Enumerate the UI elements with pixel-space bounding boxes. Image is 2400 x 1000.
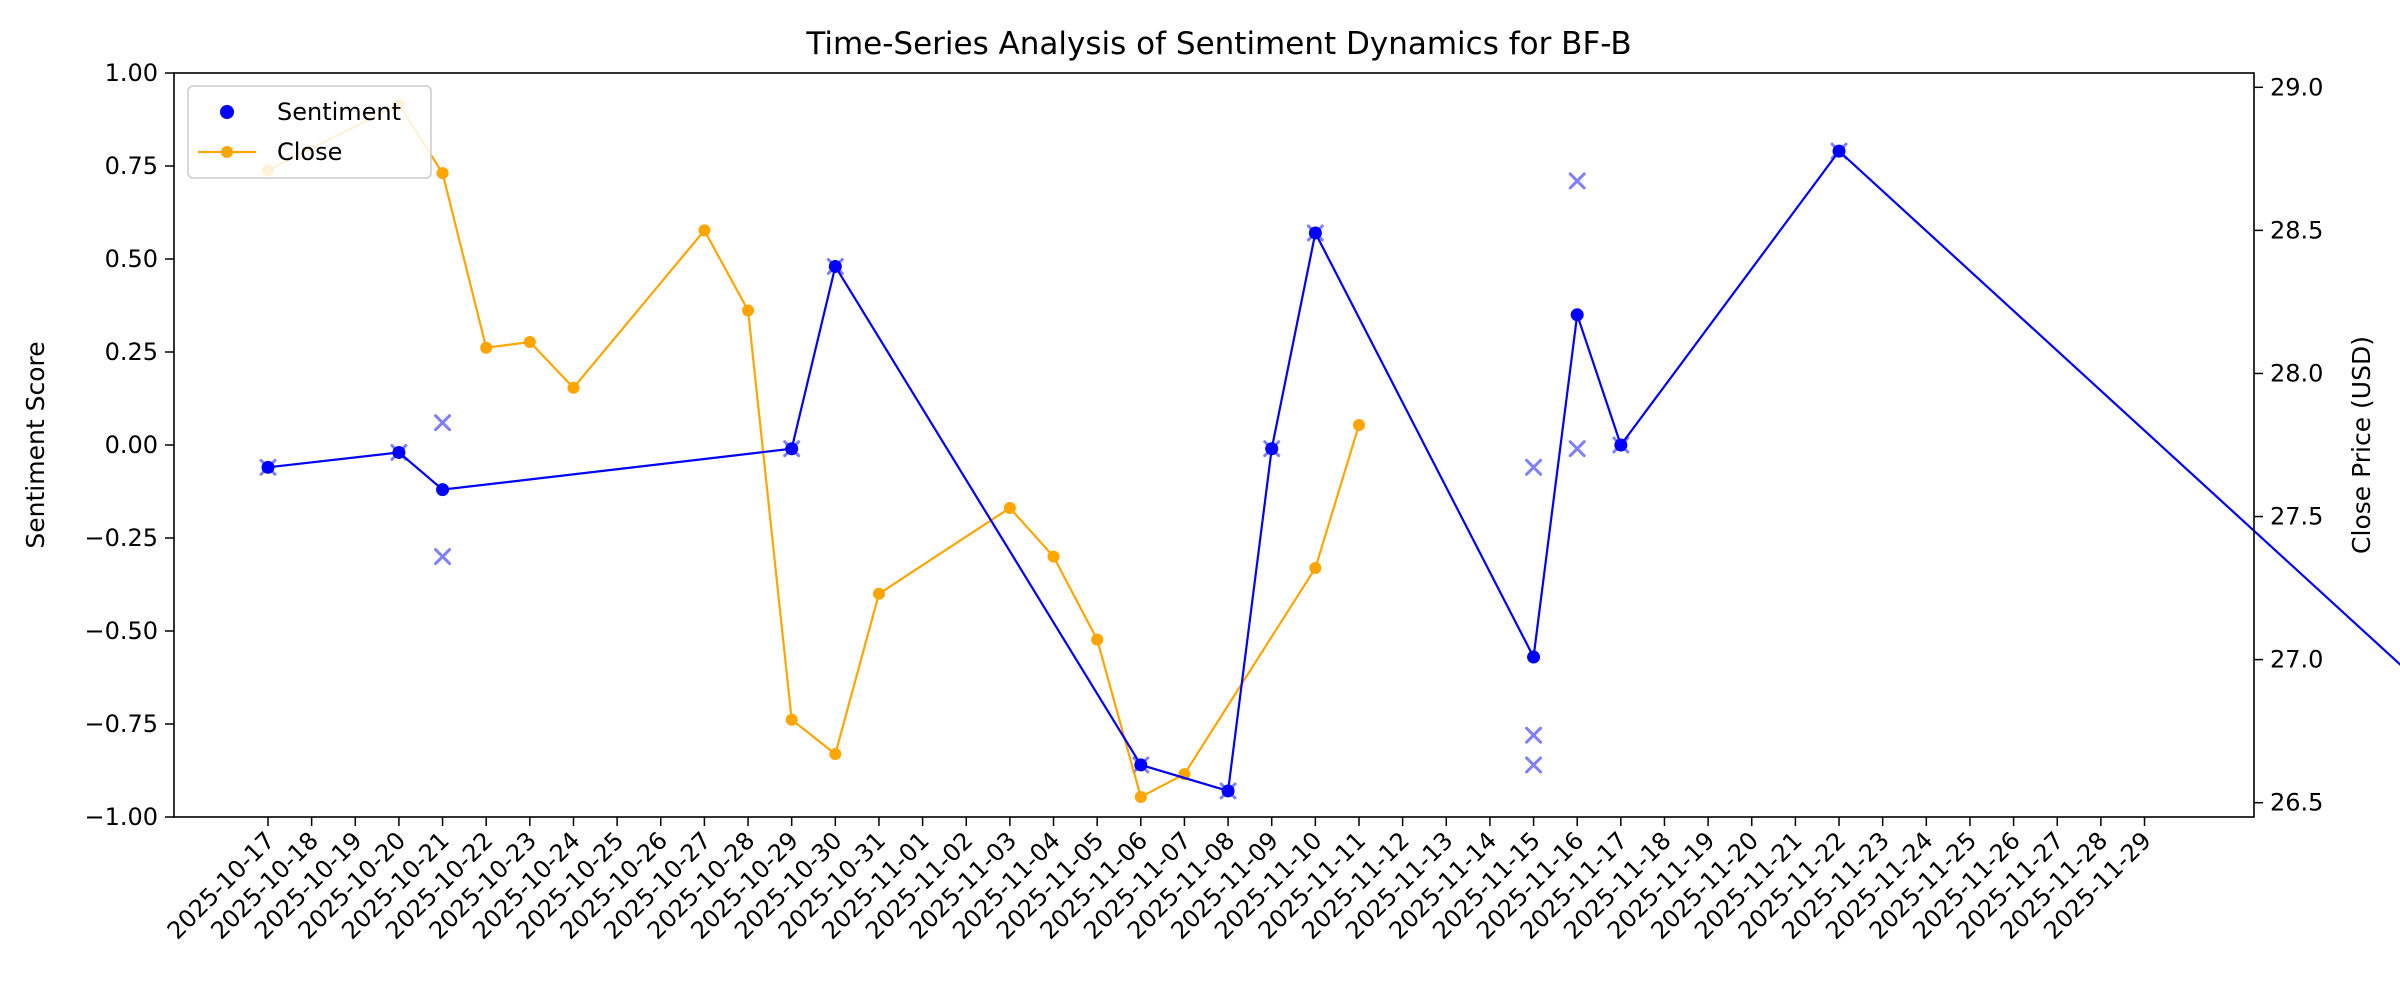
close-point xyxy=(436,167,449,180)
sentiment-point xyxy=(436,483,450,497)
y-right-tick-label: 29.0 xyxy=(2270,73,2323,101)
close-point xyxy=(1091,633,1104,646)
close-point xyxy=(872,587,885,600)
sentiment-point xyxy=(1308,226,1322,240)
sentiment-point xyxy=(785,442,799,456)
legend-box xyxy=(187,85,432,179)
y-right-tick-label: 27.5 xyxy=(2270,503,2323,531)
raw-sentiment-marker xyxy=(1525,726,1543,744)
y-left-tick-label: 0.50 xyxy=(105,245,158,273)
legend-sentiment-label: Sentiment xyxy=(277,98,401,126)
y-left-tick-label: −0.25 xyxy=(84,524,158,552)
sentiment-point xyxy=(1134,758,1148,772)
raw-sentiment-marker xyxy=(1568,172,1586,190)
y-left-tick-label: −1.00 xyxy=(84,803,158,831)
legend-sentiment-marker xyxy=(220,105,234,119)
close-point xyxy=(1353,418,1365,431)
legend-close-marker xyxy=(221,146,233,158)
sentiment-point xyxy=(261,460,275,474)
y-left-tick-label: −0.50 xyxy=(84,617,158,645)
y-axis-right-label: Close Price (USD) xyxy=(2347,336,2376,554)
y-right-tick-label: 27.0 xyxy=(2270,646,2323,674)
y-right-tick-label: 26.5 xyxy=(2270,789,2323,817)
raw-sentiment-marker xyxy=(1525,458,1543,476)
legend: Sentiment Close xyxy=(187,85,432,179)
close-point xyxy=(829,748,842,761)
legend-close-label: Close xyxy=(277,138,342,166)
close-point xyxy=(698,224,711,237)
close-point xyxy=(1134,790,1147,803)
y-left-tick-label: 0.25 xyxy=(105,338,158,366)
close-point xyxy=(1309,562,1322,575)
sentiment-point xyxy=(392,445,406,459)
sentiment-point xyxy=(1265,442,1279,456)
close-point xyxy=(480,341,493,354)
sentiment-series-line xyxy=(267,149,2400,793)
close-point xyxy=(523,335,536,348)
close-point xyxy=(1003,501,1016,514)
close-point xyxy=(785,713,798,726)
y-left-tick-label: −0.75 xyxy=(84,710,158,738)
y-left-tick-label: 0.75 xyxy=(105,152,158,180)
raw-sentiment-marker xyxy=(1525,756,1543,774)
sentiment-point xyxy=(1527,650,1541,664)
y-right-tick-label: 28.5 xyxy=(2270,216,2323,244)
sentiment-point xyxy=(1832,144,1846,158)
y-axis-left-label: Sentiment Score xyxy=(21,341,50,548)
sentiment-point xyxy=(1570,308,1584,322)
raw-sentiment-marker xyxy=(434,414,452,432)
y-left-tick-label: 1.00 xyxy=(105,59,158,87)
chart-title: Time-Series Analysis of Sentiment Dynami… xyxy=(805,26,1631,62)
close-point xyxy=(742,304,755,317)
raw-sentiment-marker xyxy=(1568,440,1586,458)
close-point xyxy=(1047,550,1060,563)
raw-sentiment-marker xyxy=(434,548,452,566)
sentiment-point xyxy=(1221,784,1235,798)
close-series-line xyxy=(267,103,1361,799)
y-right-tick-label: 28.0 xyxy=(2270,359,2323,387)
close-point xyxy=(567,381,580,394)
sentiment-point xyxy=(828,259,842,273)
sentiment-point xyxy=(1614,438,1628,452)
y-left-tick-label: 0.00 xyxy=(105,431,158,459)
